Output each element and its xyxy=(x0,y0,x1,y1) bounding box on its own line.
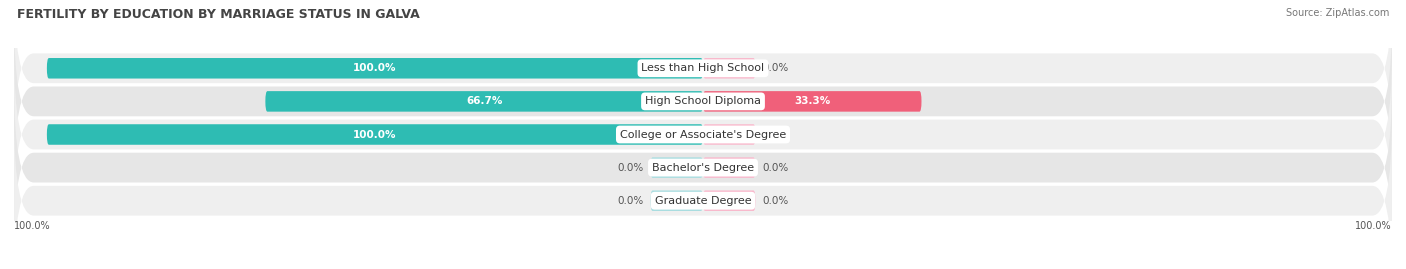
FancyBboxPatch shape xyxy=(14,0,1392,153)
Text: 66.7%: 66.7% xyxy=(465,96,502,107)
FancyBboxPatch shape xyxy=(266,91,703,112)
Text: 0.0%: 0.0% xyxy=(762,129,789,140)
FancyBboxPatch shape xyxy=(46,58,703,79)
FancyBboxPatch shape xyxy=(703,157,755,178)
FancyBboxPatch shape xyxy=(14,116,1392,269)
Text: 33.3%: 33.3% xyxy=(794,96,831,107)
Text: Graduate Degree: Graduate Degree xyxy=(655,196,751,206)
Text: 0.0%: 0.0% xyxy=(617,162,644,173)
FancyBboxPatch shape xyxy=(651,190,703,211)
Text: 100.0%: 100.0% xyxy=(1355,221,1392,231)
Text: 100.0%: 100.0% xyxy=(353,129,396,140)
FancyBboxPatch shape xyxy=(703,91,921,112)
FancyBboxPatch shape xyxy=(46,124,703,145)
FancyBboxPatch shape xyxy=(703,190,755,211)
FancyBboxPatch shape xyxy=(703,124,755,145)
FancyBboxPatch shape xyxy=(14,83,1392,252)
Text: 0.0%: 0.0% xyxy=(762,162,789,173)
Text: 0.0%: 0.0% xyxy=(762,63,789,73)
Text: High School Diploma: High School Diploma xyxy=(645,96,761,107)
Text: FERTILITY BY EDUCATION BY MARRIAGE STATUS IN GALVA: FERTILITY BY EDUCATION BY MARRIAGE STATU… xyxy=(17,8,419,21)
Text: College or Associate's Degree: College or Associate's Degree xyxy=(620,129,786,140)
Text: Source: ZipAtlas.com: Source: ZipAtlas.com xyxy=(1285,8,1389,18)
Text: 100.0%: 100.0% xyxy=(14,221,51,231)
Text: 100.0%: 100.0% xyxy=(353,63,396,73)
FancyBboxPatch shape xyxy=(703,58,755,79)
Text: 0.0%: 0.0% xyxy=(762,196,789,206)
FancyBboxPatch shape xyxy=(14,50,1392,219)
Text: Bachelor's Degree: Bachelor's Degree xyxy=(652,162,754,173)
FancyBboxPatch shape xyxy=(651,157,703,178)
Text: 0.0%: 0.0% xyxy=(617,196,644,206)
Text: Less than High School: Less than High School xyxy=(641,63,765,73)
FancyBboxPatch shape xyxy=(14,17,1392,186)
